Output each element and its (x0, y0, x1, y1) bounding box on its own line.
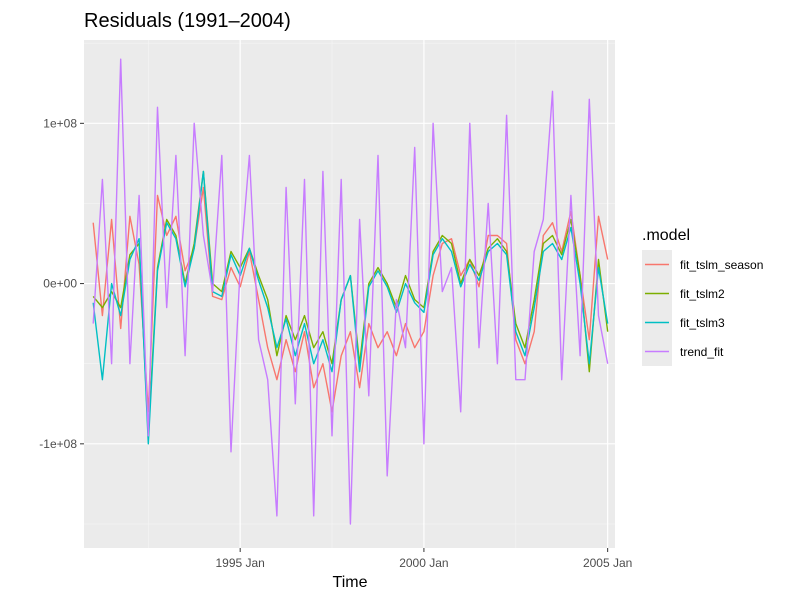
grid-major (84, 40, 615, 548)
series-layer (92, 58, 609, 525)
x-axis-title: Time (333, 574, 368, 591)
y-tick-label: 0e+00 (43, 277, 77, 291)
legend-label: fit_tslm2 (680, 287, 725, 301)
legend-label: fit_tslm3 (680, 316, 725, 330)
series-line-trend_fit (92, 58, 609, 525)
chart-title: Residuals (1991–2004) (84, 10, 291, 32)
legend: .model fit_tslm_season fit_tslm2 fit_tslm3… (642, 227, 763, 366)
legend-label: fit_tslm_season (680, 258, 763, 272)
y-tick-label: -1e+08 (39, 437, 77, 451)
x-tick-label: 1995 Jan (215, 556, 264, 570)
legend-label: trend_fit (680, 345, 724, 359)
series-line-fit_tslm3 (92, 170, 609, 445)
x-tick-label: 2005 Jan (583, 556, 632, 570)
x-axis: 1995 Jan 2000 Jan 2005 Jan (215, 548, 632, 570)
legend-title: .model (642, 227, 690, 244)
x-tick-label: 2000 Jan (399, 556, 448, 570)
plot-panel (84, 40, 615, 548)
y-tick-label: 1e+08 (43, 116, 77, 130)
y-axis: -1e+08 0e+00 1e+08 (39, 116, 84, 451)
